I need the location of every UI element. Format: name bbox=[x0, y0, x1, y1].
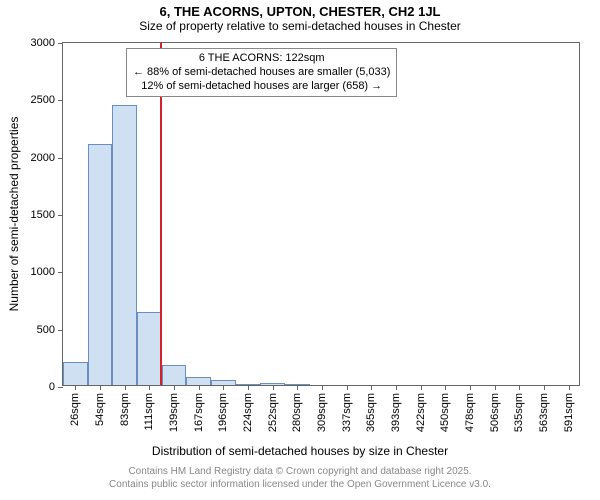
y-tick bbox=[58, 330, 63, 331]
annotation-box: 6 THE ACORNS: 122sqm← 88% of semi-detach… bbox=[126, 48, 397, 97]
x-tick-label: 337sqm bbox=[341, 393, 353, 432]
x-tick-label: 167sqm bbox=[193, 393, 205, 432]
annotation-line: ← 88% of semi-detached houses are smalle… bbox=[133, 66, 390, 80]
x-tick bbox=[371, 385, 372, 390]
title-line-1: 6, THE ACORNS, UPTON, CHESTER, CH2 1JL bbox=[0, 0, 600, 19]
y-tick-label: 3000 bbox=[31, 37, 55, 49]
x-tick-label: 280sqm bbox=[291, 393, 303, 432]
chart-container: 6, THE ACORNS, UPTON, CHESTER, CH2 1JL S… bbox=[0, 0, 600, 500]
x-tick-label: 535sqm bbox=[513, 393, 525, 432]
x-tick-label: 111sqm bbox=[143, 393, 155, 431]
x-tick bbox=[149, 385, 150, 390]
x-tick-label: 422sqm bbox=[415, 393, 427, 432]
y-axis-label: Number of semi-detached properties bbox=[7, 117, 21, 312]
y-tick-label: 1000 bbox=[31, 266, 55, 278]
x-tick-label: 450sqm bbox=[439, 393, 451, 432]
x-tick bbox=[125, 385, 126, 390]
x-tick-label: 54sqm bbox=[94, 393, 106, 426]
y-tick bbox=[58, 215, 63, 216]
x-tick-label: 365sqm bbox=[365, 393, 377, 432]
x-tick bbox=[75, 385, 76, 390]
x-axis-label: Distribution of semi-detached houses by … bbox=[152, 444, 448, 458]
y-tick bbox=[58, 272, 63, 273]
x-tick-label: 196sqm bbox=[217, 393, 229, 432]
x-tick bbox=[273, 385, 274, 390]
y-tick-label: 2500 bbox=[31, 94, 55, 106]
x-tick bbox=[297, 385, 298, 390]
y-tick-label: 1500 bbox=[31, 209, 55, 221]
histogram-bar bbox=[137, 312, 162, 385]
caption-line-2: Contains public sector information licen… bbox=[0, 478, 600, 491]
x-tick bbox=[396, 385, 397, 390]
y-tick bbox=[58, 43, 63, 44]
x-tick-label: 139sqm bbox=[168, 393, 180, 432]
x-tick-label: 478sqm bbox=[464, 393, 476, 432]
x-tick bbox=[569, 385, 570, 390]
histogram-bar bbox=[186, 377, 211, 385]
x-tick-label: 224sqm bbox=[242, 393, 254, 432]
caption-line-1: Contains HM Land Registry data © Crown c… bbox=[0, 465, 600, 478]
annotation-line: 12% of semi-detached houses are larger (… bbox=[133, 80, 390, 94]
histogram-bar bbox=[162, 365, 187, 385]
x-tick bbox=[347, 385, 348, 390]
x-tick bbox=[519, 385, 520, 390]
x-tick bbox=[544, 385, 545, 390]
y-tick-label: 500 bbox=[37, 324, 55, 336]
histogram-bar bbox=[88, 144, 113, 385]
x-tick bbox=[470, 385, 471, 390]
y-tick bbox=[58, 158, 63, 159]
x-tick-label: 83sqm bbox=[119, 393, 131, 426]
x-tick bbox=[174, 385, 175, 390]
x-tick-label: 393sqm bbox=[390, 393, 402, 432]
x-tick-label: 563sqm bbox=[538, 393, 550, 432]
y-tick-label: 2000 bbox=[31, 152, 55, 164]
histogram-bar bbox=[63, 362, 88, 385]
annotation-line: 6 THE ACORNS: 122sqm bbox=[133, 52, 390, 66]
histogram-bar bbox=[112, 105, 137, 385]
x-tick-label: 309sqm bbox=[316, 393, 328, 432]
x-tick bbox=[100, 385, 101, 390]
x-tick bbox=[223, 385, 224, 390]
x-tick-label: 252sqm bbox=[267, 393, 279, 432]
x-tick-label: 591sqm bbox=[563, 393, 575, 432]
y-tick bbox=[58, 100, 63, 101]
x-tick bbox=[199, 385, 200, 390]
data-source-caption: Contains HM Land Registry data © Crown c… bbox=[0, 465, 600, 491]
x-tick-label: 26sqm bbox=[69, 393, 81, 426]
x-tick bbox=[495, 385, 496, 390]
y-tick-label: 0 bbox=[49, 381, 55, 393]
x-tick bbox=[248, 385, 249, 390]
x-tick bbox=[322, 385, 323, 390]
y-tick bbox=[58, 387, 63, 388]
x-tick-label: 506sqm bbox=[489, 393, 501, 432]
x-tick bbox=[445, 385, 446, 390]
title-line-2: Size of property relative to semi-detach… bbox=[0, 19, 600, 33]
x-tick bbox=[421, 385, 422, 390]
